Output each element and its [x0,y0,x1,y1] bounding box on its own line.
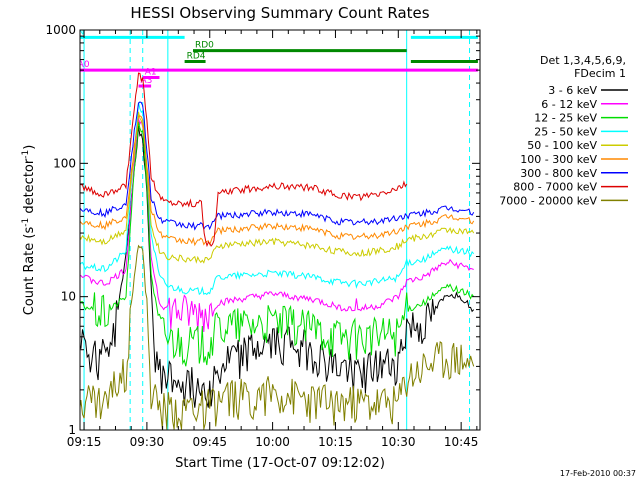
y-axis-label: Count Rate (s-1 detector-1) [21,145,37,316]
x-axis: 09:15 09:30 09:45 10:00 10:15 10:30 10:45 [67,30,479,449]
series-line [80,244,475,430]
y-axis-label-sup2: -1 [21,150,31,159]
legend-label: 50 - 100 keV [527,139,597,152]
y-tick-label: 1000 [45,23,76,37]
legend-label: 12 - 25 keV [534,112,597,125]
x-tick-label: 10:45 [444,435,479,449]
legend-label: 800 - 7000 keV [513,181,597,194]
series-line [80,101,475,231]
series-line [80,121,475,367]
legend-label: 6 - 12 keV [541,98,597,111]
footer-timestamp: 17-Feb-2010 00:37 [560,469,636,478]
series-layer [80,72,475,430]
x-tick-label: 09:30 [130,435,165,449]
series-line [80,125,475,408]
y-axis-label-main: Count Rate (s [22,227,37,316]
series-line [80,111,475,264]
mode-bar-label: RD0 [195,41,214,51]
series-line [80,102,475,296]
y-axis-label-end: ) [22,145,37,150]
legend-label: 3 - 6 keV [548,84,597,97]
x-tick-label: 10:30 [381,435,416,449]
chart-title: HESSI Observing Summary Count Rates [130,4,429,22]
legend-label: 100 - 300 keV [520,153,597,166]
x-tick-label: 10:00 [255,435,290,449]
series-line [80,72,408,248]
mode-bar-label: RD4 [187,52,206,62]
legend-label: 7000 - 20000 keV [499,194,597,207]
y-tick-label: 1 [68,423,76,437]
mode-bar-label: A3 [141,76,153,86]
legend-label: 300 - 800 keV [520,167,597,180]
x-tick-label: 10:15 [318,435,353,449]
series-line [80,115,475,247]
y-tick-label: 100 [53,156,76,170]
plot-frame [79,29,481,431]
legend-label: 25 - 50 keV [534,125,597,138]
legend-header-line-1: Det 1,3,4,5,6,9, [540,54,626,67]
legend-header-line-2: FDecim 1 [574,67,626,80]
x-tick-label: 09:45 [192,435,227,449]
mode-bar-label: A0 [78,60,90,70]
y-axis-label-sup1: -1 [21,218,31,227]
x-axis-label: Start Time (17-Oct-07 09:12:02) [175,456,385,471]
y-axis: 1 10 100 1000 [45,23,480,437]
mode-bar-label: N [78,27,85,37]
y-tick-label: 10 [61,290,76,304]
mode-bar-label: A1 [145,68,157,78]
y-axis-label-mid: detector [22,158,37,218]
x-tick-label: 09:15 [67,435,102,449]
